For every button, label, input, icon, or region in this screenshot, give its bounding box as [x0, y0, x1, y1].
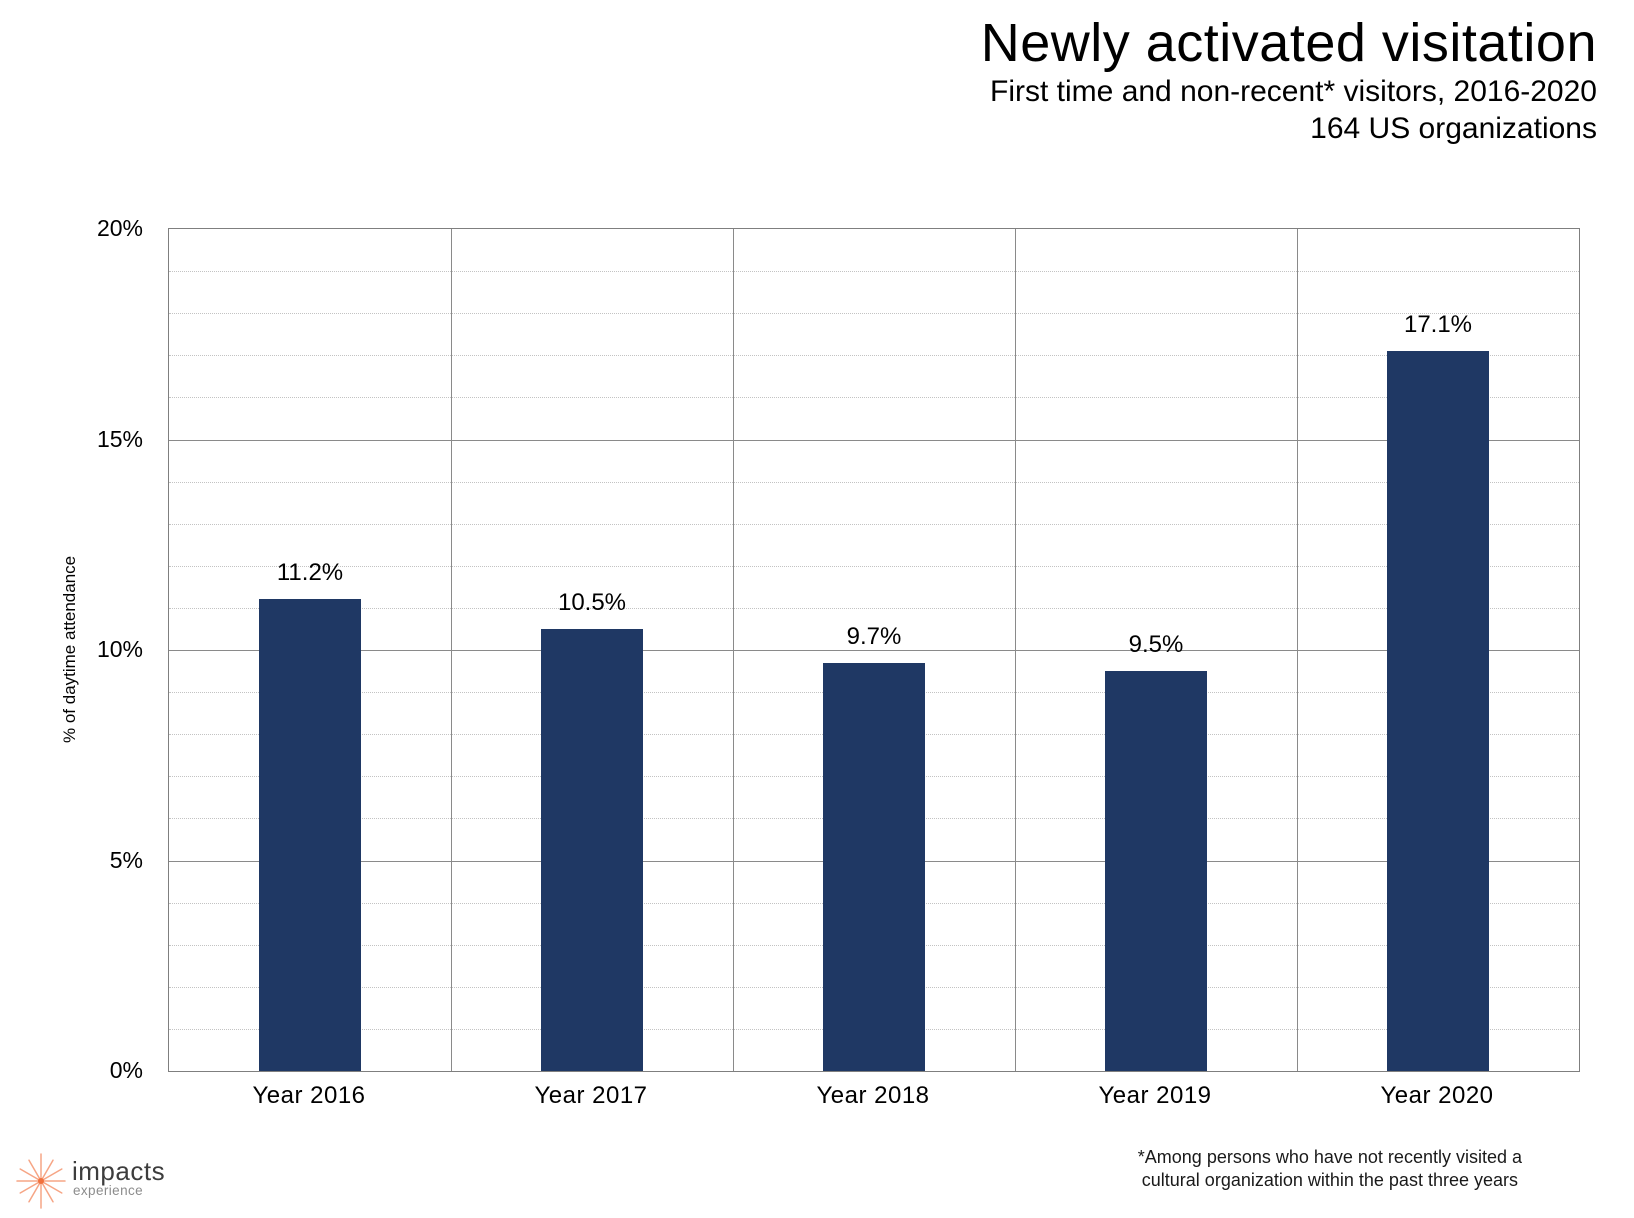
logo-name: impacts: [72, 1156, 166, 1186]
title-block: Newly activated visitation First time an…: [981, 12, 1597, 147]
bar-value-label: 9.7%: [846, 622, 902, 650]
major-gridline: [169, 439, 1579, 441]
starburst-icon: [16, 1153, 66, 1209]
minor-gridline: [169, 523, 1579, 525]
logo-subname: experience: [73, 1183, 144, 1198]
y-axis-ticks: 0% 5% 10% 15% 20%: [0, 215, 143, 1083]
bar-year-2019: [1105, 671, 1207, 1071]
y-tick-label: 5%: [109, 846, 143, 873]
minor-gridline: [169, 481, 1579, 483]
footnote-line2: cultural organization within the past th…: [1141, 1170, 1518, 1191]
x-axis-label: Year 2019: [1098, 1082, 1212, 1109]
footnote: *Among persons who have not recently vis…: [1138, 1146, 1522, 1192]
minor-gridline: [169, 397, 1579, 399]
impacts-logo: impacts experience: [11, 1150, 231, 1216]
bar-year-2016: [259, 599, 361, 1071]
x-axis-label: Year 2016: [252, 1082, 366, 1109]
y-tick-label: 0%: [109, 1057, 143, 1083]
bar-value-label: 9.5%: [1128, 631, 1184, 659]
bar-value-label: 10.5%: [557, 588, 627, 616]
x-axis-label: Year 2020: [1380, 1082, 1494, 1109]
chart-subtitle-line2: 164 US organizations: [1310, 111, 1597, 145]
chart-title: Newly activated visitation: [980, 13, 1597, 73]
x-axis-labels: Year 2016 Year 2017 Year 2018 Year 2019 Year…: [168, 1082, 1578, 1122]
major-gridline: [169, 650, 1579, 651]
bar-year-2017: [541, 628, 643, 1071]
y-tick-label: 20%: [96, 215, 143, 241]
footnote-line1: *Among persons who have not recently vis…: [1137, 1147, 1522, 1167]
x-axis-label: Year 2018: [816, 1082, 930, 1109]
minor-gridline: [169, 355, 1579, 357]
y-tick-label: 10%: [96, 636, 143, 662]
bar-value-label: 11.2%: [276, 559, 344, 587]
y-tick-label: 15%: [96, 425, 143, 452]
bar-year-2018: [823, 662, 925, 1071]
vertical-gridline: [733, 229, 734, 1071]
vertical-gridline: [451, 229, 452, 1071]
bar-value-label: 17.1%: [1403, 311, 1473, 339]
x-axis-label: Year 2017: [534, 1082, 648, 1109]
minor-gridline: [169, 271, 1579, 273]
chart-subtitle-line1: First time and non-recent* visitors, 201…: [990, 75, 1597, 109]
vertical-gridline: [1297, 229, 1298, 1071]
bar-year-2020: [1387, 351, 1489, 1071]
vertical-gridline: [1015, 229, 1016, 1071]
minor-gridline: [169, 607, 1579, 609]
plot-area: 11.2% 10.5% 9.7% 9.5% 17.1%: [168, 228, 1580, 1072]
minor-gridline: [169, 565, 1579, 567]
minor-gridline: [169, 313, 1579, 315]
